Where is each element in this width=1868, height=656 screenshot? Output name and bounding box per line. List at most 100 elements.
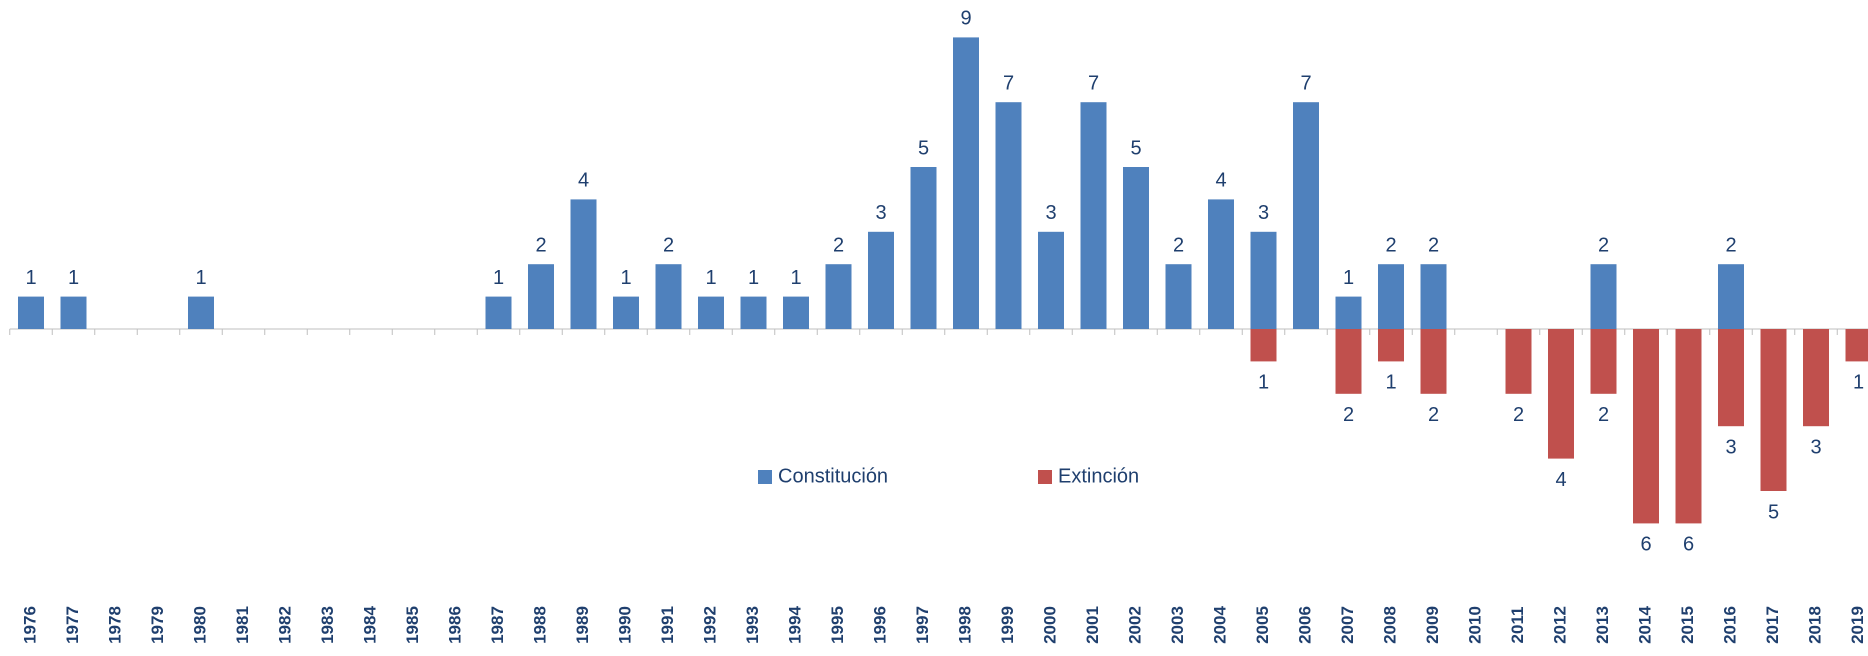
x-tick-label: 2010 xyxy=(1465,606,1484,644)
bar xyxy=(953,37,979,330)
x-tick-label: 2007 xyxy=(1338,606,1357,644)
bar xyxy=(740,296,767,329)
bar xyxy=(698,296,724,329)
x-tick-label: 2017 xyxy=(1763,606,1782,644)
bar xyxy=(1633,329,1659,524)
bar xyxy=(1420,264,1447,329)
data-label: 2 xyxy=(1173,234,1184,256)
x-tick-label: 1991 xyxy=(658,606,677,644)
data-label: 5 xyxy=(1768,501,1779,523)
data-label: 3 xyxy=(875,202,886,224)
data-label: 4 xyxy=(1215,170,1226,192)
legend-swatch xyxy=(758,470,772,484)
data-label: 2 xyxy=(1598,404,1609,426)
data-label: 3 xyxy=(1045,202,1056,224)
x-tick-label: 2000 xyxy=(1040,606,1059,644)
bar xyxy=(18,296,44,329)
bar xyxy=(570,199,597,329)
bar xyxy=(1250,329,1277,362)
x-tick-label: 1999 xyxy=(998,606,1017,644)
x-tick-label: 2001 xyxy=(1083,606,1102,644)
data-label: 2 xyxy=(1428,404,1439,426)
data-label: 2 xyxy=(535,234,546,256)
data-label: 7 xyxy=(1003,72,1014,94)
x-tick-label: 1981 xyxy=(233,606,252,644)
x-tick-label: 1987 xyxy=(488,606,507,644)
bar xyxy=(1590,264,1617,329)
x-tick-label: 1994 xyxy=(785,606,804,644)
x-tick-label: 1989 xyxy=(573,606,592,644)
x-tick-label: 1995 xyxy=(828,606,847,644)
data-label: 2 xyxy=(1725,234,1736,256)
data-label: 2 xyxy=(1385,234,1396,256)
data-label: 1 xyxy=(1343,267,1354,289)
data-label: 2 xyxy=(1343,404,1354,426)
x-tick-label: 1977 xyxy=(63,606,82,644)
legend-swatch xyxy=(1038,470,1052,484)
bar xyxy=(1675,329,1702,524)
bar xyxy=(1505,329,1532,394)
data-label: 3 xyxy=(1810,436,1821,458)
x-tick-label: 1979 xyxy=(148,606,167,644)
x-tick-label: 2015 xyxy=(1678,606,1697,644)
data-label: 5 xyxy=(1130,137,1141,159)
data-label: 7 xyxy=(1088,72,1099,94)
x-tick-label: 2005 xyxy=(1253,606,1272,644)
bar xyxy=(528,264,554,329)
data-label: 1 xyxy=(620,267,631,289)
bar xyxy=(1123,167,1149,329)
data-label: 1 xyxy=(1258,372,1269,394)
x-tick-label: 2016 xyxy=(1720,606,1739,644)
data-label: 1 xyxy=(790,267,801,289)
bar xyxy=(485,296,512,329)
bar xyxy=(995,102,1022,329)
x-tick-label: 2011 xyxy=(1508,607,1527,644)
x-tick-label: 1990 xyxy=(615,606,634,644)
bar xyxy=(1038,231,1064,329)
bar xyxy=(1080,102,1107,329)
bar xyxy=(783,296,809,329)
data-label: 6 xyxy=(1640,534,1651,556)
bar xyxy=(1718,329,1744,427)
bar xyxy=(1803,329,1829,427)
x-tick-label: 1982 xyxy=(275,606,294,644)
bar xyxy=(1208,199,1234,329)
data-label: 4 xyxy=(1555,469,1566,491)
bar xyxy=(1335,329,1362,394)
x-tick-label: 2004 xyxy=(1210,606,1229,644)
data-label: 9 xyxy=(960,8,971,30)
data-label: 1 xyxy=(748,267,759,289)
x-tick-label: 2012 xyxy=(1550,606,1569,644)
data-label: 2 xyxy=(1598,234,1609,256)
x-tick-label: 1998 xyxy=(955,606,974,644)
x-tick-label: 1997 xyxy=(913,606,932,644)
x-tick-label: 2006 xyxy=(1295,606,1314,644)
data-label: 4 xyxy=(578,170,589,192)
bar xyxy=(1250,231,1277,329)
bar xyxy=(188,296,214,329)
x-tick-label: 2014 xyxy=(1635,606,1654,644)
x-tick-label: 1980 xyxy=(190,606,209,644)
x-tick-label: 1985 xyxy=(403,606,422,644)
data-label: 2 xyxy=(663,234,674,256)
data-label: 2 xyxy=(833,234,844,256)
bar xyxy=(655,264,682,329)
x-tick-label: 2002 xyxy=(1125,606,1144,644)
bar xyxy=(613,296,639,329)
bar xyxy=(60,296,87,329)
bar xyxy=(1590,329,1617,394)
bar xyxy=(1420,329,1447,394)
data-label: 2 xyxy=(1513,404,1524,426)
x-tick-label: 1988 xyxy=(530,606,549,644)
data-label: 1 xyxy=(68,267,79,289)
x-tick-label: 1993 xyxy=(743,606,762,644)
bar xyxy=(1548,329,1574,459)
bar xyxy=(1378,329,1404,362)
x-tick-label: 1983 xyxy=(318,606,337,644)
data-label: 1 xyxy=(195,267,206,289)
x-tick-label: 2003 xyxy=(1168,606,1187,644)
x-tick-label: 2019 xyxy=(1848,606,1867,644)
x-tick-label: 2009 xyxy=(1423,606,1442,644)
bar xyxy=(910,167,937,329)
